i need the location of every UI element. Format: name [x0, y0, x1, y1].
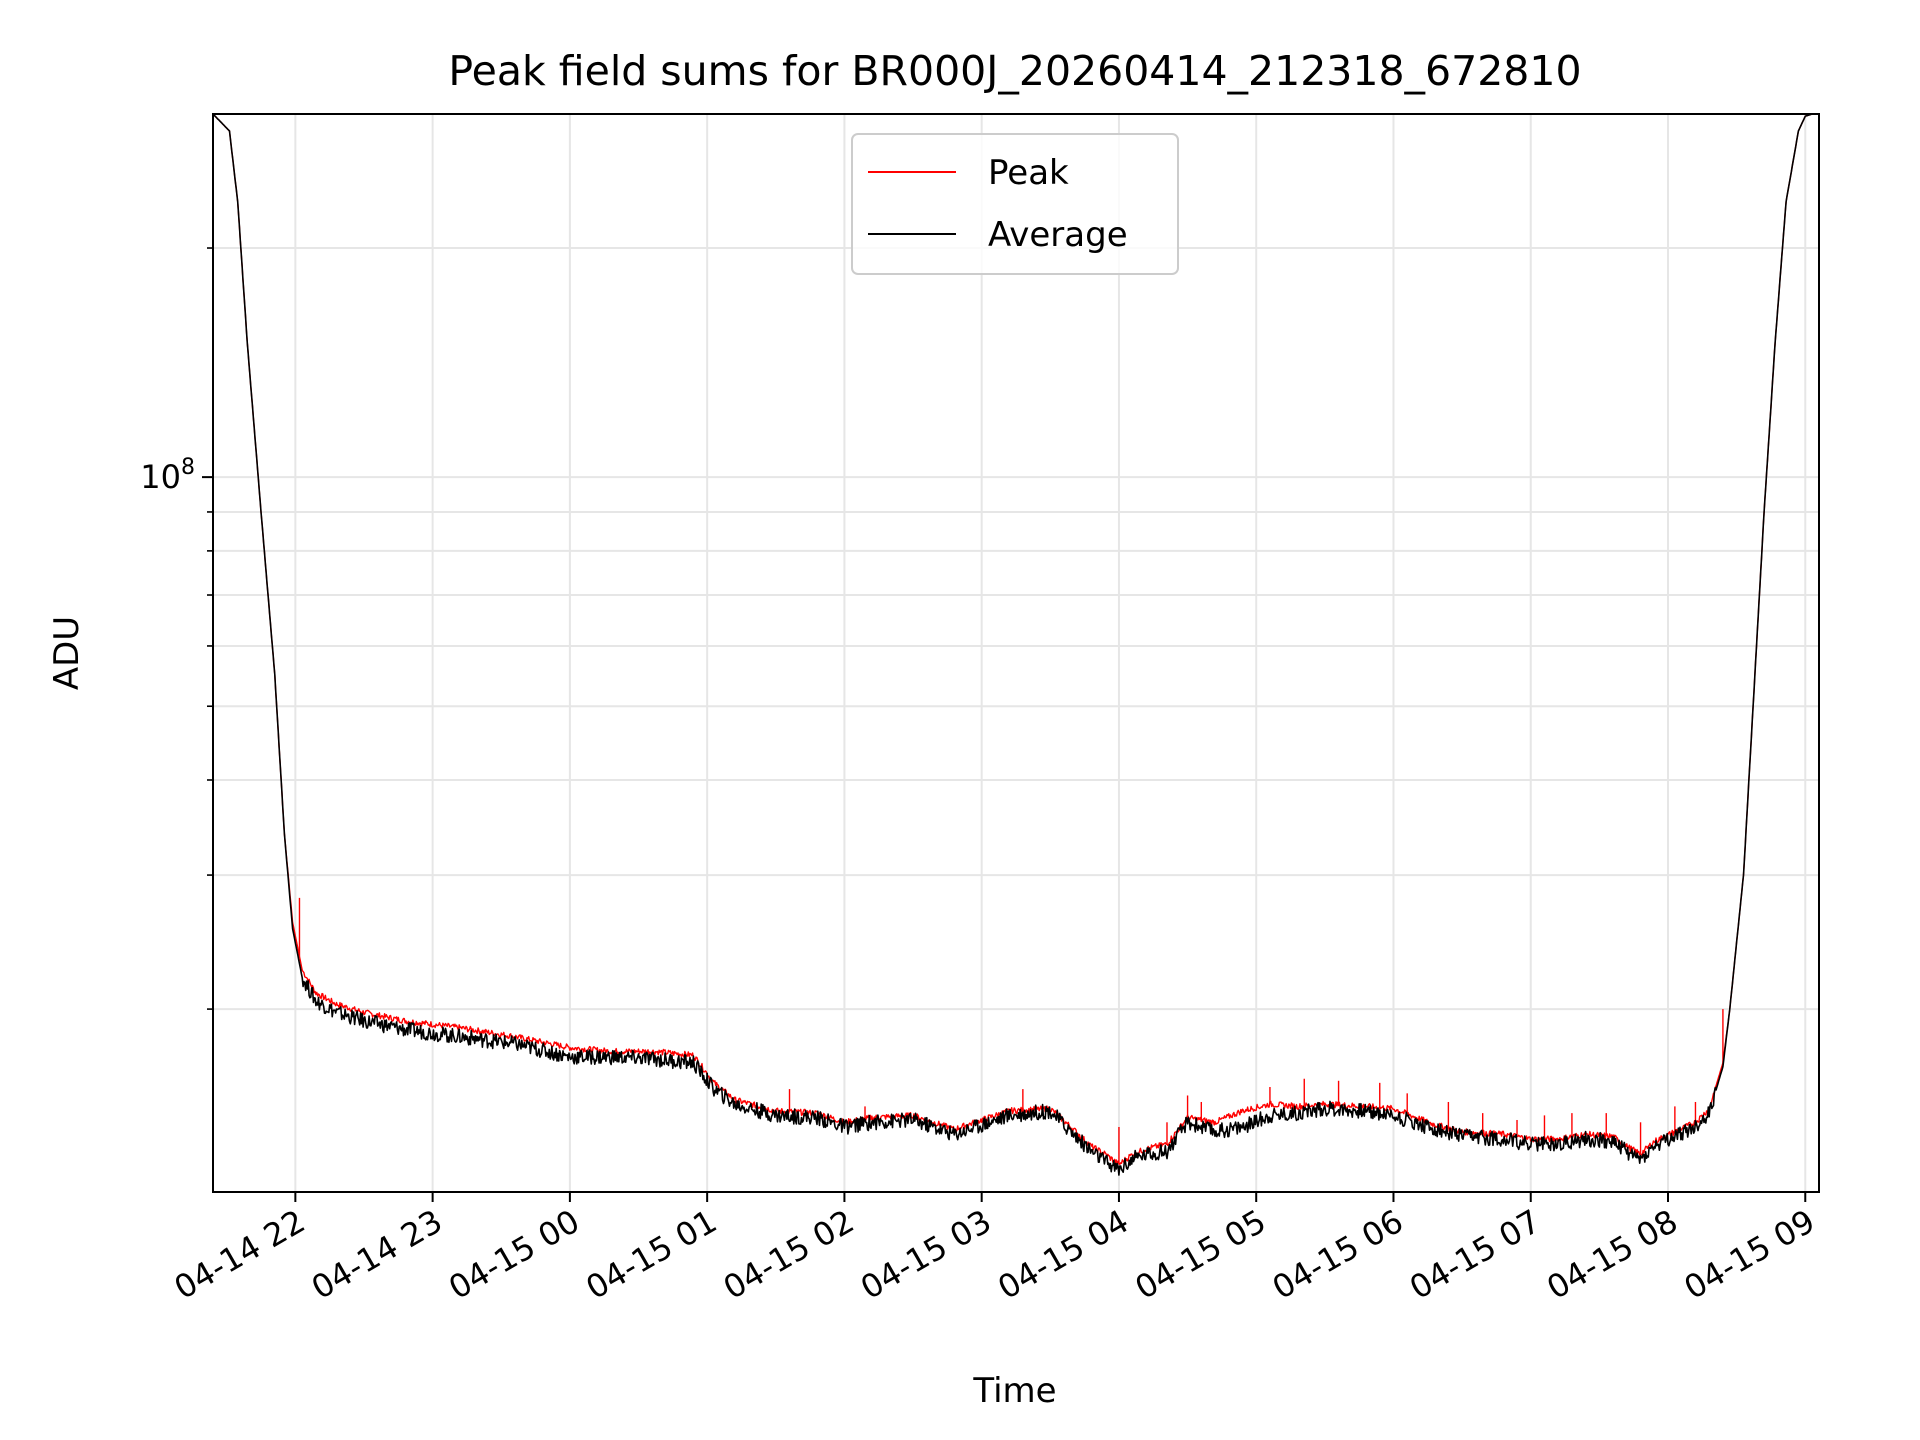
x-axis-title: Time — [972, 1371, 1056, 1411]
series-group — [213, 114, 1819, 1176]
legend-average-label: Average — [988, 215, 1128, 255]
plot-area — [213, 114, 1819, 1176]
series-line-peak — [213, 114, 1819, 1166]
y-tick-label-exponent: 8 — [181, 455, 195, 480]
y-tick-label: 108 — [140, 455, 195, 496]
legend: Peak Average — [851, 133, 1179, 275]
grid — [213, 114, 1819, 1192]
chart-title: Peak field sums for BR000J_20260414_2123… — [448, 47, 1581, 95]
legend-box — [851, 133, 1179, 275]
plot-frame — [212, 113, 1820, 1193]
y-axis-title: ADU — [47, 616, 87, 690]
legend-peak-label: Peak — [988, 153, 1069, 193]
y-tick-label-base: 10 — [140, 458, 181, 496]
series-line-average — [213, 114, 1819, 1176]
